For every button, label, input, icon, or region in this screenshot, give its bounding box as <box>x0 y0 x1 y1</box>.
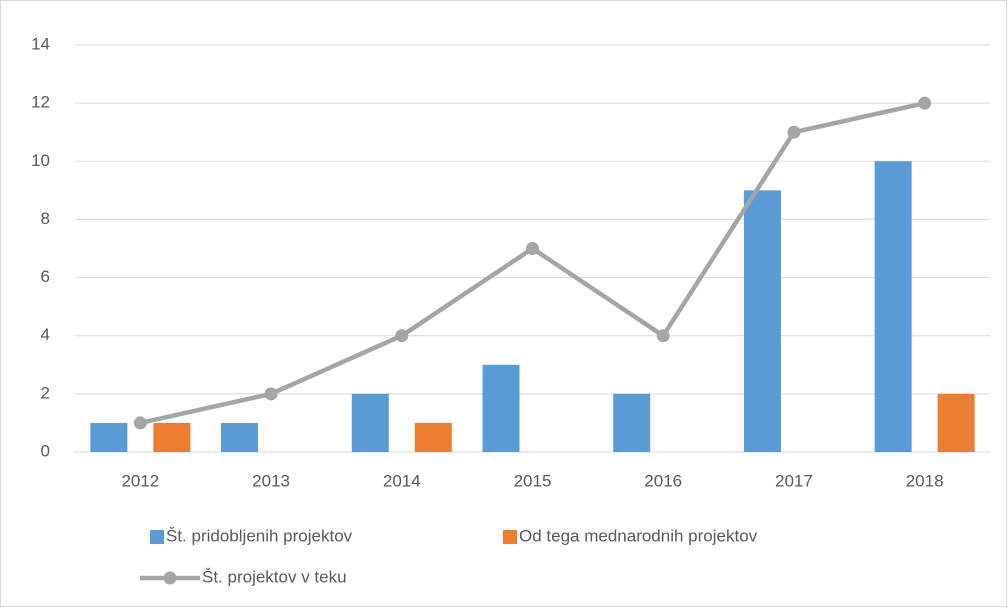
y-tick-label: 6 <box>41 267 50 286</box>
y-tick-label: 0 <box>41 441 50 460</box>
y-tick-label: 14 <box>31 34 50 53</box>
line-marker <box>787 125 801 139</box>
x-tick-label: 2014 <box>383 471 421 490</box>
bar <box>351 393 389 452</box>
bar <box>414 422 452 452</box>
x-tick-label: 2016 <box>644 471 682 490</box>
y-tick-label: 2 <box>41 383 50 402</box>
y-tick-label: 10 <box>31 151 50 170</box>
bar <box>743 190 781 452</box>
bar <box>482 364 520 452</box>
legend-label: Od tega mednarodnih projektov <box>519 526 758 545</box>
legend-label: Št. projektov v teku <box>202 567 347 586</box>
line-marker <box>656 329 670 343</box>
legend-swatch <box>150 530 164 544</box>
x-tick-label: 2015 <box>514 471 552 490</box>
line-marker <box>918 96 932 110</box>
legend-swatch-marker <box>163 571 177 585</box>
y-tick-label: 12 <box>31 93 50 112</box>
bar <box>90 422 128 452</box>
x-tick-label: 2018 <box>906 471 944 490</box>
legend-swatch <box>503 530 517 544</box>
line-marker <box>526 242 539 255</box>
line-marker <box>395 329 409 343</box>
bar <box>937 393 975 452</box>
legend-label: Št. pridobljenih projektov <box>166 526 353 545</box>
bar <box>874 161 912 453</box>
x-tick-label: 2013 <box>252 471 290 490</box>
x-tick-label: 2012 <box>121 471 159 490</box>
line-marker <box>133 416 147 430</box>
bar <box>153 422 191 452</box>
bar <box>613 393 651 452</box>
line-marker <box>264 387 278 401</box>
x-tick-label: 2017 <box>775 471 813 490</box>
y-tick-label: 4 <box>41 325 50 344</box>
y-tick-label: 8 <box>41 209 50 228</box>
bar <box>221 422 259 452</box>
